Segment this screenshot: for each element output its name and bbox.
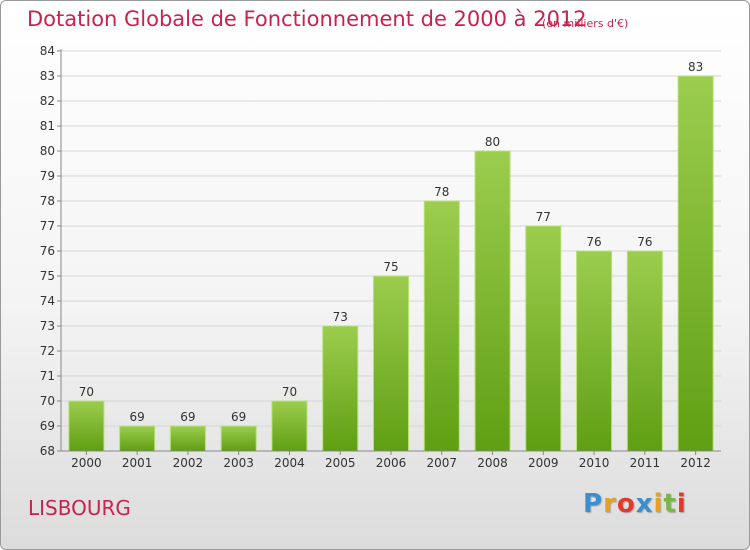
commune-name: LISBOURG	[28, 496, 131, 520]
y-tick-label: 72	[40, 344, 55, 358]
bar-2006	[372, 275, 410, 452]
y-tick-label: 84	[40, 44, 55, 58]
x-tick-label: 2003	[223, 456, 254, 470]
data-label: 76	[586, 235, 601, 249]
y-tick-label: 69	[40, 419, 55, 433]
axes: 68 69 70 71 72 73 74 75 76 77 78 79 80 81 82 83 84 2000 20…	[40, 44, 721, 470]
y-tick-label: 68	[40, 444, 55, 458]
bars	[68, 75, 714, 452]
data-label: 69	[130, 410, 145, 424]
y-tick-label: 76	[40, 244, 55, 258]
x-tick-label: 2000	[71, 456, 102, 470]
x-tick-label: 2008	[477, 456, 508, 470]
chart-subtitle: (en milliers d'€)	[542, 17, 629, 30]
y-tick-label: 79	[40, 169, 55, 183]
x-tick-label: 2011	[630, 456, 661, 470]
bar-2008	[474, 150, 511, 452]
x-tick-label: 2006	[376, 456, 407, 470]
y-tick-label: 80	[40, 144, 55, 158]
logo-letter: P	[583, 489, 604, 519]
data-label: 75	[383, 260, 398, 274]
logo-letter: r	[603, 489, 617, 519]
y-tick-label: 70	[40, 394, 55, 408]
x-tick-label: 2004	[274, 456, 305, 470]
x-tick-label: 2002	[173, 456, 204, 470]
bar-2007	[423, 200, 460, 452]
bar-2005	[322, 325, 359, 452]
data-label: 77	[536, 210, 551, 224]
y-tick-label: 81	[40, 119, 55, 133]
logo-letter: o	[616, 489, 636, 519]
logo-letter: i	[653, 489, 664, 519]
x-tick-label: 2012	[680, 456, 711, 470]
data-labels: 70 69 69 69 70 73 75 78 80 77 76 76 83	[79, 60, 704, 424]
bar-2003	[220, 425, 257, 452]
y-tick-label: 73	[40, 319, 55, 333]
bar-2009	[525, 225, 562, 452]
x-tick-label: 2009	[528, 456, 559, 470]
y-tick-label: 71	[40, 369, 55, 383]
x-tick-label: 2007	[426, 456, 457, 470]
data-label: 69	[180, 410, 195, 424]
data-label: 70	[79, 385, 94, 399]
bar-2010	[576, 250, 613, 452]
bar-2004	[271, 400, 308, 452]
x-tick-label: 2001	[122, 456, 153, 470]
y-tick-label: 75	[40, 269, 55, 283]
bar-2001	[119, 425, 156, 452]
data-label: 80	[485, 135, 500, 149]
bar-2011	[626, 250, 663, 452]
logo-letter: x	[635, 489, 654, 519]
data-label: 83	[688, 60, 703, 74]
logo-letter: t	[663, 489, 677, 519]
data-label: 78	[434, 185, 449, 199]
y-tick-label: 82	[40, 94, 55, 108]
proxiti-logo[interactable]: Proxiti	[583, 489, 687, 519]
y-tick-label: 74	[40, 294, 55, 308]
y-tick-label: 77	[40, 219, 55, 233]
data-label: 73	[333, 310, 348, 324]
chart-title: Dotation Globale de Fonctionnement de 20…	[27, 7, 587, 31]
bar-2012	[677, 75, 714, 452]
bar-2002	[169, 425, 206, 452]
y-tick-label: 78	[40, 194, 55, 208]
x-tick-label: 2005	[325, 456, 356, 470]
data-label: 76	[637, 235, 652, 249]
logo-letter: i	[676, 489, 687, 519]
y-tick-label: 83	[40, 69, 55, 83]
data-label: 70	[282, 385, 297, 399]
data-label: 69	[231, 410, 246, 424]
x-tick-label: 2010	[579, 456, 610, 470]
bar-2000	[68, 400, 105, 452]
